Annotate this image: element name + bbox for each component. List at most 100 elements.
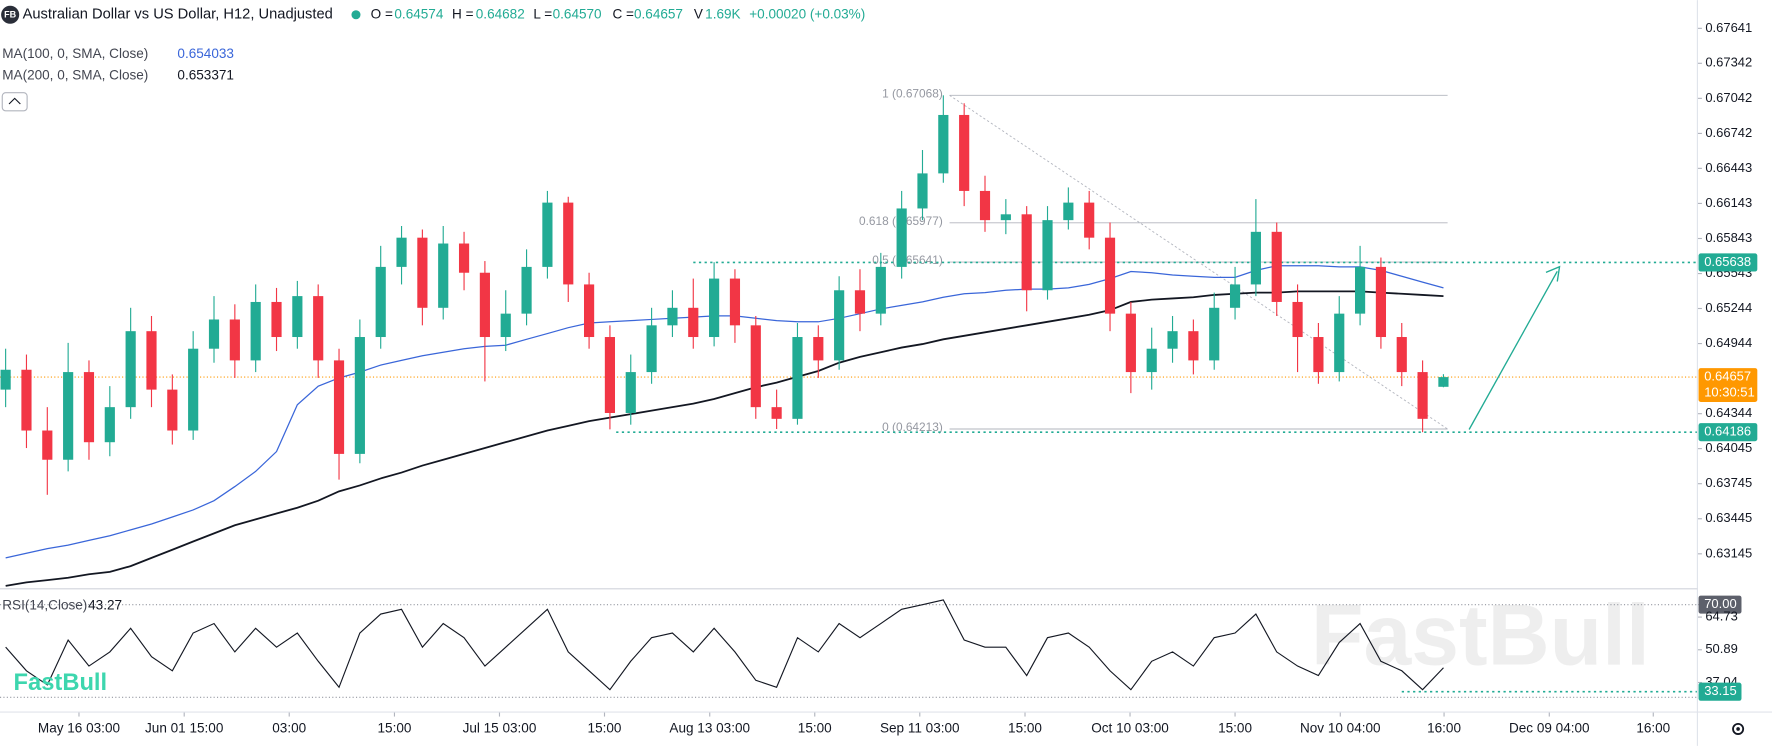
ohlc-value: 0.64574 [394, 6, 443, 21]
candle-body [896, 208, 907, 267]
ma-line [5, 265, 1444, 559]
candle-body [1271, 231, 1282, 302]
x-tick-label: 16:00 [1636, 721, 1670, 736]
collapse-icon [8, 97, 21, 105]
x-tick-label: Sep 11 03:00 [880, 721, 960, 736]
fib-label: 0.5 (0.65641) [872, 253, 943, 267]
ma-legend: MA(100, 0, SMA, Close) [2, 46, 148, 61]
candle-body [354, 337, 365, 454]
y-tick-label: 0.66443 [1705, 160, 1752, 175]
ma-legend-value: 0.654033 [177, 46, 234, 61]
candle-body [979, 190, 991, 221]
projection-arrow-head [1545, 265, 1561, 282]
ohlc-value: 0.64682 [476, 6, 525, 21]
candle-body [313, 296, 324, 361]
x-tick-label: 03:00 [272, 721, 306, 736]
candle-body [1209, 307, 1220, 361]
ohlc-value: 1.69K [705, 6, 740, 21]
candle-body [1021, 214, 1032, 291]
rsi-badge [1698, 595, 1742, 614]
ohlc-value: 0.64657 [634, 6, 683, 21]
candle-body [1438, 377, 1449, 387]
ma-legend-value: 0.653371 [177, 67, 234, 82]
y-tick-label: 0.65244 [1705, 300, 1752, 315]
candle-body [688, 307, 699, 338]
logo: FastBull [14, 670, 108, 696]
rsi-badge-label: 70.00 [1704, 596, 1737, 611]
ohlc-key: L = [533, 6, 552, 21]
candle-body [521, 266, 532, 314]
y-tick-label: 0.64944 [1705, 335, 1752, 350]
candle-body [417, 237, 428, 308]
settings-button[interactable] [1732, 722, 1745, 735]
x-tick-label: 16:00 [1427, 721, 1461, 736]
candle-body [83, 372, 95, 443]
candle-body [792, 337, 803, 419]
candle-body [854, 290, 866, 314]
last-price-label: 0.64657 [1704, 369, 1751, 384]
candle-body [1125, 313, 1136, 373]
candle-body [1313, 337, 1324, 373]
candle-body [1063, 202, 1074, 221]
x-tick-label: Jun 01 15:00 [145, 721, 223, 736]
candle-body [438, 243, 449, 308]
candle-body [1417, 372, 1428, 419]
candle-body [333, 360, 345, 454]
candle-body [563, 202, 574, 285]
candle-body [458, 243, 470, 273]
x-tick-label: 15:00 [798, 721, 832, 736]
ma-legend: MA(200, 0, SMA, Close) [2, 67, 148, 82]
x-tick-label: Oct 10 03:00 [1091, 721, 1169, 736]
candle-body [1396, 337, 1407, 373]
countdown: 10:30:51 [1704, 384, 1755, 399]
x-tick-label: 15:00 [1008, 721, 1042, 736]
ohlc-key: O = [371, 6, 393, 21]
candle-body [0, 369, 11, 390]
ohlc-key: H = [452, 6, 474, 21]
candle-body [104, 407, 115, 443]
symbol-icon [1, 5, 20, 24]
candle-body [542, 202, 553, 267]
candle-body [1375, 266, 1387, 338]
candle-body [750, 325, 761, 408]
candle-body [208, 319, 220, 349]
rsi-line [5, 599, 1444, 691]
rsi-tick-label: 64.73 [1705, 609, 1738, 624]
candle-body [938, 114, 949, 174]
candle-body [646, 325, 657, 373]
rsi-level-label: 33.15 [1704, 683, 1737, 698]
ma-line [5, 290, 1444, 587]
candle-body [1084, 202, 1095, 238]
x-tick-label: May 16 03:00 [38, 721, 120, 736]
candle-body [1334, 313, 1345, 373]
level-badge [1698, 253, 1758, 272]
rsi-tick-label: 50.89 [1705, 641, 1738, 656]
ohlc-value: 0.64570 [553, 6, 602, 21]
ohlc-key: V [694, 6, 703, 21]
candle-body [1188, 331, 1199, 361]
candle-body [1167, 331, 1178, 349]
candle-body [1292, 301, 1303, 338]
collapse-button[interactable] [1, 92, 28, 112]
fib-label: 1 (0.67068) [882, 86, 943, 100]
last-price-badge [1698, 368, 1758, 402]
level-badge-label: 0.64186 [1704, 424, 1751, 439]
candle-body [125, 331, 136, 408]
y-tick-label: 0.63145 [1705, 545, 1752, 560]
settings-icon-center [1736, 727, 1740, 731]
candle-body [875, 266, 886, 314]
candle-body [729, 278, 741, 326]
rsi-legend-value: 43.27 [88, 597, 122, 612]
candle-body [959, 114, 970, 191]
x-tick-label: 15:00 [378, 721, 412, 736]
candle-body [1042, 220, 1053, 291]
level-badge-label: 0.65638 [1704, 254, 1751, 269]
y-tick-label: 0.67342 [1705, 55, 1752, 70]
rsi-level-badge [1698, 682, 1742, 701]
candle-body [479, 272, 490, 338]
x-tick-label: Nov 10 04:00 [1300, 721, 1381, 736]
symbol-icon-label: FB [4, 10, 17, 20]
